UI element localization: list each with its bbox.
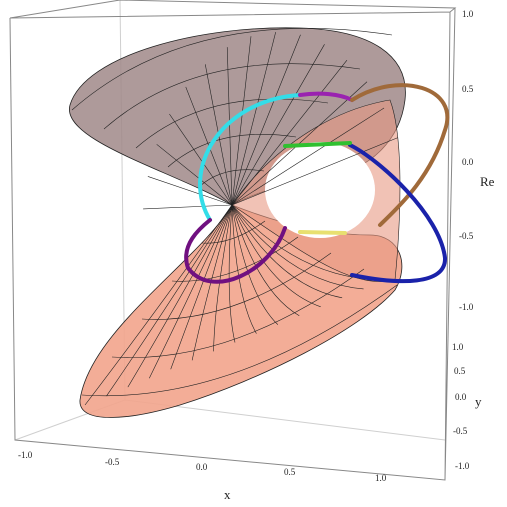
mesh-line (191, 204, 233, 361)
x-tick-label: 1.0 (375, 473, 387, 483)
mesh (71, 28, 398, 406)
curve-cyan (198, 93, 302, 222)
re-axis-label: Re (480, 174, 495, 189)
curve-yellow (298, 230, 347, 235)
mesh-line (71, 28, 393, 111)
curve-magenta (298, 91, 354, 102)
surface-hole (265, 142, 375, 238)
y-tick-label: 1.0 (452, 342, 464, 352)
mesh-line (226, 47, 233, 206)
curve-purple (184, 218, 287, 284)
mesh-line (231, 204, 321, 308)
mesh-line (106, 204, 233, 397)
re-tick-label: 1.0 (462, 9, 474, 19)
x-tick-label: -1.0 (18, 450, 33, 460)
mesh-line (111, 268, 365, 358)
mesh-line (149, 204, 233, 379)
mesh-line (201, 220, 266, 244)
re-tick-label: 0.5 (462, 84, 474, 94)
y-tick-label: 0.0 (455, 392, 467, 402)
re-axis: 1.0 0.5 0.0 -0.5 -1.0 Re (459, 9, 495, 312)
x-tick-label: 0.5 (284, 467, 296, 477)
mesh-line (81, 284, 398, 396)
mesh-line (231, 204, 279, 325)
curves (184, 83, 450, 284)
mesh-line (84, 204, 233, 406)
mesh-line (231, 204, 257, 334)
y-tick-label: 0.5 (454, 366, 466, 376)
mesh-line (169, 113, 233, 206)
mesh-line (127, 204, 233, 388)
x-axis-label: x (224, 487, 231, 502)
mesh-line (231, 44, 325, 206)
y-tick-label: -1.0 (455, 461, 470, 471)
x-tick-label: -0.5 (105, 457, 120, 467)
mesh-line (231, 34, 301, 206)
mesh-line (213, 204, 233, 352)
mesh-line (231, 204, 343, 299)
y-tick-label: -0.5 (453, 426, 468, 436)
curve-green (283, 141, 352, 148)
x-tick-label: 0.0 (196, 462, 208, 472)
re-tick-label: -1.0 (459, 302, 474, 312)
box-edges (9, 0, 457, 481)
mesh-line (135, 98, 329, 149)
mesh-line (231, 31, 276, 206)
mesh-line (156, 144, 233, 206)
mesh-line (171, 236, 299, 282)
curve-brown (350, 83, 450, 227)
re-tick-label: 0.0 (462, 157, 474, 167)
mesh-line (231, 137, 398, 206)
mesh-line (231, 204, 364, 290)
re-tick-label: -0.5 (459, 231, 474, 241)
mesh-line (199, 169, 265, 187)
y-axis: 1.0 0.5 0.0 -0.5 -1.0 y (452, 342, 482, 471)
y-axis-label: y (475, 394, 482, 409)
mesh-line (231, 204, 300, 316)
mesh-line (141, 252, 332, 320)
mesh-line (231, 60, 348, 206)
x-axis: -1.0 -0.5 0.0 0.5 1.0 x (18, 450, 387, 502)
mesh-line (147, 176, 233, 206)
mesh-line (167, 134, 297, 168)
mesh-line (231, 36, 252, 206)
mesh-line (103, 63, 361, 130)
mesh-line (228, 204, 236, 343)
mesh-line (231, 107, 385, 206)
curve-blue (348, 143, 448, 284)
mesh-line (143, 204, 233, 210)
